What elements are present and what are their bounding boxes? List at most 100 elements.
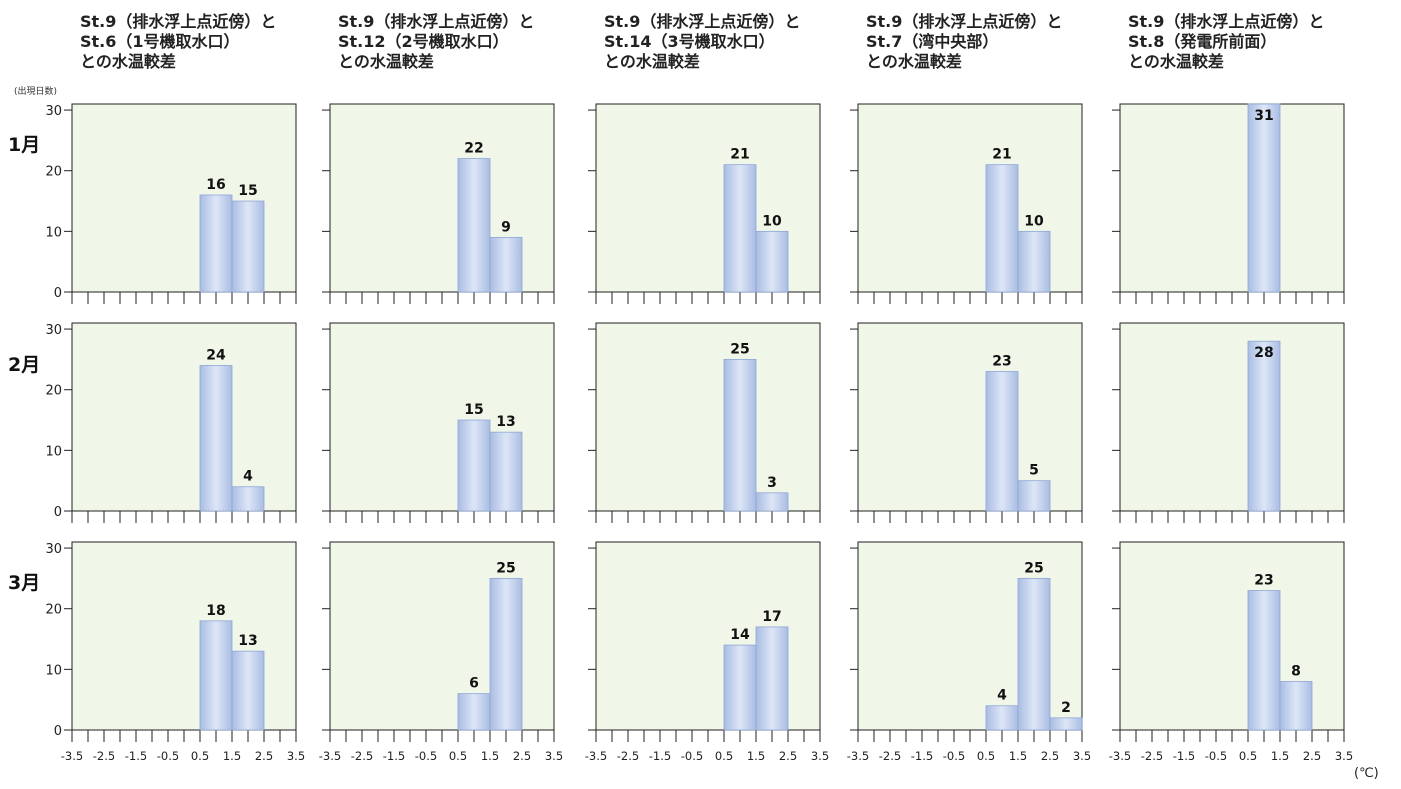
column-title-line: St.9（排水浮上点近傍）と: [338, 12, 535, 31]
column-title-st7: St.9（排水浮上点近傍）と St.7（湾中央部） との水温較差: [866, 12, 1131, 72]
bar-value-label: 10: [1024, 213, 1044, 229]
histogram-bar: [231, 200, 265, 293]
x-tick-label: 3.5: [287, 749, 305, 763]
x-tick-label: 3.5: [1073, 749, 1091, 763]
bar-value-label: 18: [206, 603, 225, 619]
x-tick-label: 1.5: [747, 749, 765, 763]
y-tick-label: 20: [45, 165, 62, 180]
x-tick-label: -2.5: [351, 749, 373, 763]
histogram-bar: [1049, 717, 1083, 731]
histogram-bar: [489, 237, 523, 293]
x-tick-label: 1.5: [223, 749, 241, 763]
x-tick-label: 2.5: [1041, 749, 1059, 763]
y-tick-label: 10: [45, 663, 62, 678]
x-tick-label: 0.5: [1239, 749, 1257, 763]
y-tick-label: 0: [54, 286, 62, 301]
histogram-bar: [457, 419, 491, 512]
bar-value-label: 21: [730, 147, 749, 163]
bar-value-label: 15: [238, 183, 257, 199]
bar-value-label: 23: [1254, 573, 1273, 589]
histogram-bar: [199, 365, 233, 512]
row-label-feb: 2月: [8, 354, 41, 376]
histogram-bar: [723, 164, 757, 293]
x-tick-label: -0.5: [157, 749, 179, 763]
histogram-bar: [723, 358, 757, 512]
x-tick-label: -2.5: [879, 749, 901, 763]
x-tick-label: 1.5: [1009, 749, 1027, 763]
histogram-bar: [231, 486, 265, 512]
x-tick-label: 3.5: [1335, 749, 1353, 763]
bar-value-label: 21: [992, 147, 1011, 163]
x-tick-label: -3.5: [319, 749, 341, 763]
column-title-line: St.9（排水浮上点近傍）と: [866, 12, 1063, 31]
y-tick-label: 30: [45, 323, 62, 338]
column-title-line: St.12（2号機取水口）: [338, 32, 509, 51]
bar-value-label: 13: [496, 414, 515, 430]
x-unit-label: (℃): [1354, 766, 1379, 781]
plot-area: [71, 322, 297, 512]
bar-value-label: 22: [464, 141, 483, 157]
bar-value-label: 13: [238, 633, 257, 649]
bar-value-label: 17: [762, 609, 781, 625]
histogram-bar: [1247, 340, 1281, 512]
histogram-bar: [755, 230, 789, 293]
x-tick-label: 2.5: [1303, 749, 1321, 763]
histogram-bar: [457, 158, 491, 293]
column-title-line: との水温較差: [604, 52, 700, 71]
histogram-bar: [985, 371, 1019, 512]
x-tick-label: 1.5: [481, 749, 499, 763]
bar-value-label: 4: [243, 469, 253, 485]
x-tick-label: -1.5: [383, 749, 405, 763]
x-tick-label: 2.5: [513, 749, 531, 763]
column-title-line: との水温較差: [80, 52, 176, 71]
x-tick-label: 3.5: [545, 749, 563, 763]
column-title-line: St.8（発電所前面）: [1128, 32, 1277, 51]
histogram-bar: [723, 644, 757, 731]
y-tick-label: 10: [45, 444, 62, 459]
histogram-bar: [755, 626, 789, 731]
x-tick-label: -3.5: [61, 749, 83, 763]
histogram-bar: [755, 492, 789, 512]
x-tick-label: -2.5: [1141, 749, 1163, 763]
x-tick-label: 2.5: [779, 749, 797, 763]
histogram-bar: [1247, 103, 1281, 293]
histogram-bar: [457, 693, 491, 731]
row-label-mar: 3月: [8, 572, 41, 594]
bar-value-label: 3: [767, 475, 777, 491]
column-title-line: との水温較差: [1128, 52, 1224, 71]
bar-value-label: 9: [501, 219, 511, 235]
bar-value-label: 24: [206, 347, 226, 363]
x-tick-label: -1.5: [125, 749, 147, 763]
bar-value-label: 5: [1029, 463, 1039, 479]
x-tick-label: -3.5: [585, 749, 607, 763]
x-tick-label: 3.5: [811, 749, 829, 763]
x-tick-label: -0.5: [681, 749, 703, 763]
bar-value-label: 8: [1291, 663, 1301, 679]
column-title-st12: St.9（排水浮上点近傍）と St.12（2号機取水口） との水温較差: [338, 12, 603, 72]
histogram-bar: [985, 705, 1019, 731]
bar-value-label: 15: [464, 402, 483, 418]
column-title-st14: St.9（排水浮上点近傍）と St.14（3号機取水口） との水温較差: [604, 12, 869, 72]
y-tick-label: 0: [54, 505, 62, 520]
plot-area: [595, 322, 821, 512]
column-title-line: St.9（排水浮上点近傍）と: [1128, 12, 1325, 31]
y-tick-label: 20: [45, 603, 62, 618]
plot-area: [1119, 322, 1345, 512]
histogram-bar: [1279, 681, 1313, 731]
bar-value-label: 10: [762, 213, 782, 229]
bar-value-label: 4: [997, 688, 1007, 704]
x-tick-label: -1.5: [649, 749, 671, 763]
x-tick-label: -1.5: [911, 749, 933, 763]
x-tick-label: -2.5: [93, 749, 115, 763]
x-tick-label: -0.5: [415, 749, 437, 763]
x-tick-label: -1.5: [1173, 749, 1195, 763]
column-title-line: St.7（湾中央部）: [866, 32, 999, 51]
histogram-bar: [199, 620, 233, 731]
bar-value-label: 14: [730, 627, 750, 643]
bar-value-label: 28: [1254, 345, 1273, 361]
row-label-jan: 1月: [8, 134, 41, 156]
y-axis-label: (出現日数): [14, 87, 58, 97]
column-title-st6: St.9（排水浮上点近傍）と St.6（1号機取水口） との水温較差: [80, 12, 345, 72]
